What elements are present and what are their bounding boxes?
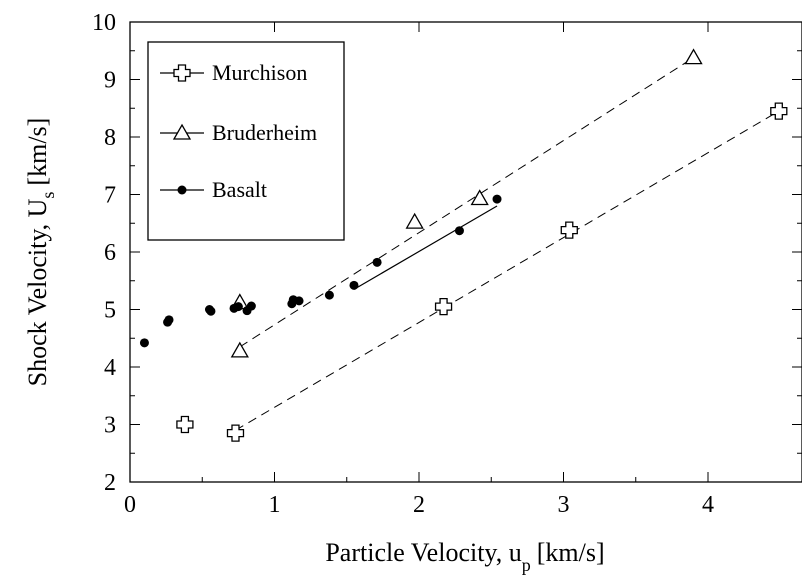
y-tick-label: 6	[104, 240, 116, 266]
series-basalt	[139, 194, 502, 348]
data-point-murchison	[434, 297, 453, 316]
data-point-bruderheim	[230, 341, 249, 358]
data-point-bruderheim	[405, 212, 424, 229]
data-point-murchison	[560, 221, 578, 239]
y-axis-title: Shock Velocity, Us[km/s]	[23, 118, 58, 387]
legend-label: Bruderheim	[212, 120, 317, 145]
data-point-basalt	[206, 306, 216, 316]
y-tick-label: 10	[92, 10, 116, 36]
legend-label: Basalt	[212, 177, 267, 202]
y-tick-label: 2	[104, 470, 116, 496]
y-tick-label: 7	[104, 183, 116, 209]
data-point-basalt	[164, 315, 174, 325]
legend: Murchison Bruderheim Basalt	[147, 41, 345, 241]
y-tick-label: 8	[104, 125, 116, 151]
fit-lines	[235, 57, 780, 431]
data-point-basalt	[233, 302, 243, 312]
legend-marker-basalt	[177, 185, 187, 195]
data-points	[139, 48, 788, 442]
data-point-basalt	[492, 194, 502, 204]
data-point-basalt	[139, 338, 149, 348]
fit-line-murchison	[235, 110, 780, 431]
legend-item-bruderheim: Bruderheim	[160, 120, 317, 145]
data-point-basalt	[454, 226, 464, 236]
y-tick-label: 3	[104, 413, 116, 439]
data-point-murchison	[176, 415, 194, 434]
y-tick-label: 4	[104, 355, 116, 381]
legend-item-murchison: Murchison	[160, 60, 307, 85]
data-point-murchison	[226, 424, 245, 442]
x-tick-label: 0	[124, 492, 136, 518]
series-murchison	[176, 102, 788, 442]
data-point-basalt	[372, 257, 382, 267]
x-axis-title: Particle Velocity, up [km/s]	[325, 538, 604, 575]
data-point-bruderheim	[684, 48, 703, 65]
legend-item-basalt: Basalt	[160, 177, 267, 202]
y-tick-label: 9	[104, 68, 116, 94]
legend-marker-bruderheim	[172, 123, 192, 140]
tick-labels: 0 1 2 3 4 2 3 4 5 6 7 8 9 10	[92, 10, 714, 518]
legend-label: Murchison	[212, 60, 307, 85]
x-tick-label: 1	[269, 492, 281, 518]
data-point-basalt	[246, 301, 256, 311]
x-tick-label: 3	[558, 492, 570, 518]
data-point-bruderheim	[470, 189, 489, 206]
data-point-murchison	[770, 102, 788, 120]
y-tick-label: 5	[104, 298, 116, 324]
x-tick-label: 2	[413, 492, 425, 518]
data-point-basalt	[324, 290, 334, 300]
fit-line-basalt	[353, 205, 498, 290]
data-point-basalt	[294, 296, 304, 306]
data-point-basalt	[349, 280, 359, 290]
axis-ticks	[129, 21, 802, 483]
x-tick-label: 4	[702, 492, 714, 518]
legend-marker-murchison	[173, 64, 191, 82]
